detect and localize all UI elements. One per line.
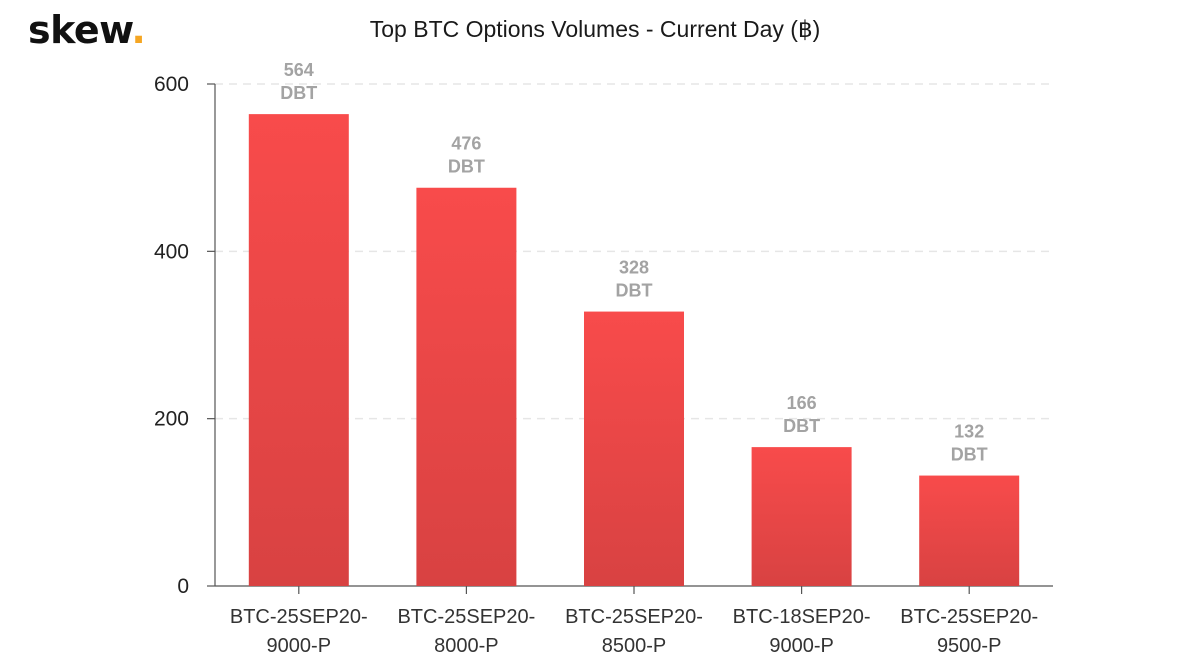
x-tick-label-line2: 9000-P (267, 635, 332, 657)
chart-title: Top BTC Options Volumes - Current Day (฿… (369, 16, 821, 42)
bar (919, 475, 1020, 586)
data-label-value: 476 (451, 134, 481, 154)
x-tick-label-line1: BTC-25SEP20- (900, 606, 1038, 628)
data-label-value: 328 (619, 258, 649, 278)
labels: 564 DBT BTC-25SEP20- 9000-P 476 DBT BTC-25SEP2… (230, 60, 1038, 657)
y-tick-label: 0 (177, 575, 189, 598)
bar (248, 114, 349, 587)
x-tick-label-line2: 9000-P (769, 635, 834, 657)
data-label-unit: DBT (951, 445, 988, 465)
x-tick-label-line1: BTC-25SEP20- (230, 606, 368, 628)
y-tick-label: 600 (154, 73, 189, 96)
skew-logo: skew. (28, 8, 146, 52)
data-label-unit: DBT (448, 157, 485, 177)
axes: 0 200 400 600 (154, 73, 1053, 598)
data-label-value: 132 (954, 422, 984, 442)
x-tick-label-line2: 8500-P (602, 635, 667, 657)
logo-dot: . (131, 8, 146, 52)
data-label-value: 564 (284, 60, 314, 80)
x-tick-label-line1: BTC-25SEP20- (397, 606, 535, 628)
data-label-unit: DBT (616, 281, 653, 301)
y-tick-label: 400 (154, 240, 189, 263)
bar (584, 311, 684, 586)
bar (416, 187, 517, 586)
data-label-unit: DBT (783, 416, 820, 436)
y-tick-label: 200 (154, 408, 189, 431)
data-label-unit: DBT (280, 83, 317, 103)
x-tick-label-line2: 8000-P (434, 635, 499, 657)
x-tick-label-line1: BTC-18SEP20- (733, 606, 871, 628)
bars (248, 114, 1020, 587)
bar (751, 447, 852, 586)
logo-text: skew (28, 8, 132, 52)
x-tick-label-line2: 9500-P (937, 635, 1002, 657)
data-label-value: 166 (787, 393, 817, 413)
x-tick-label-line1: BTC-25SEP20- (565, 606, 703, 628)
